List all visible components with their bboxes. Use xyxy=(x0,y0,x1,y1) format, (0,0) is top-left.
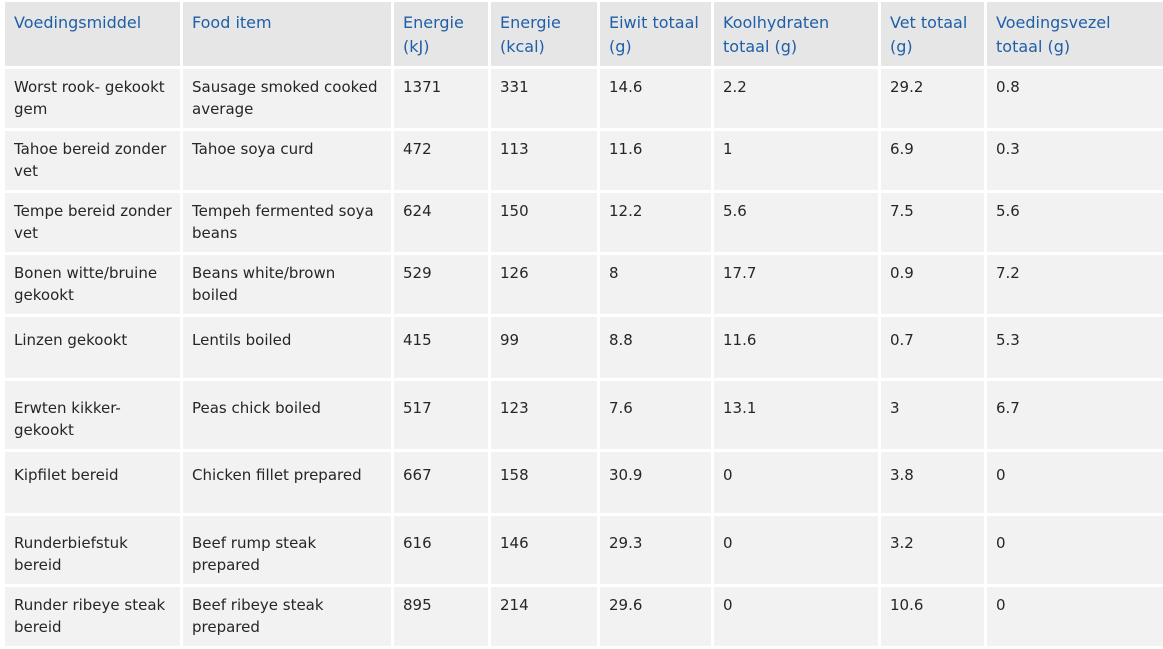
table-cell: 11.6 xyxy=(714,317,878,378)
table-row: Kipfilet bereid Chicken fillet prepared … xyxy=(5,452,1163,513)
table-cell: 3 xyxy=(881,381,984,449)
table-row: Erwten kikker- gekookt Peas chick boiled… xyxy=(5,381,1163,449)
table-cell: 616 xyxy=(394,516,488,584)
table-cell: 1 xyxy=(714,131,878,190)
header-cell-food-item: Food item xyxy=(183,2,391,66)
table-cell: Bonen witte/bruine gekookt xyxy=(5,255,180,314)
table-cell: 0.9 xyxy=(881,255,984,314)
table-cell: 7.6 xyxy=(600,381,711,449)
table-cell: 113 xyxy=(491,131,597,190)
table-cell: 29.3 xyxy=(600,516,711,584)
table-cell: Chicken fillet prepared xyxy=(183,452,391,513)
header-cell-voedingsvezel: Voedingsvezel totaal (g) xyxy=(987,2,1163,66)
table-cell: 0.7 xyxy=(881,317,984,378)
table-cell: 8.8 xyxy=(600,317,711,378)
table-cell: Runderbiefstuk bereid xyxy=(5,516,180,584)
table-cell: 5.6 xyxy=(714,193,878,252)
table-cell: 13.1 xyxy=(714,381,878,449)
table-cell: 12.2 xyxy=(600,193,711,252)
table-cell: 0 xyxy=(714,452,878,513)
table-cell: 7.5 xyxy=(881,193,984,252)
table-cell: 10.6 xyxy=(881,587,984,646)
header-cell-vet: Vet totaal (g) xyxy=(881,2,984,66)
table-cell: 331 xyxy=(491,69,597,128)
table-cell: 7.2 xyxy=(987,255,1163,314)
table-cell: 0.8 xyxy=(987,69,1163,128)
table-cell: 5.3 xyxy=(987,317,1163,378)
table-cell: 472 xyxy=(394,131,488,190)
table-cell: Worst rook- gekookt gem xyxy=(5,69,180,128)
table-cell: 14.6 xyxy=(600,69,711,128)
table-cell: 3.8 xyxy=(881,452,984,513)
table-row: Bonen witte/bruine gekookt Beans white/b… xyxy=(5,255,1163,314)
table-cell: Beef rump steak prepared xyxy=(183,516,391,584)
table-cell: 158 xyxy=(491,452,597,513)
table-cell: 1371 xyxy=(394,69,488,128)
table-cell: 0 xyxy=(714,587,878,646)
table-cell: 0.3 xyxy=(987,131,1163,190)
table-cell: 0 xyxy=(987,516,1163,584)
table-cell: Peas chick boiled xyxy=(183,381,391,449)
table-cell: 624 xyxy=(394,193,488,252)
table-cell: 30.9 xyxy=(600,452,711,513)
table-cell: Beans white/brown boiled xyxy=(183,255,391,314)
table-cell: 17.7 xyxy=(714,255,878,314)
table-row: Linzen gekookt Lentils boiled 415 99 8.8… xyxy=(5,317,1163,378)
table-cell: 8 xyxy=(600,255,711,314)
table-cell: 895 xyxy=(394,587,488,646)
table-cell: 6.7 xyxy=(987,381,1163,449)
table-cell: 29.2 xyxy=(881,69,984,128)
table-cell: 214 xyxy=(491,587,597,646)
table-cell: Tahoe soya curd xyxy=(183,131,391,190)
table-cell: 0 xyxy=(987,452,1163,513)
header-cell-eiwit: Eiwit totaal (g) xyxy=(600,2,711,66)
table-cell: Kipfilet bereid xyxy=(5,452,180,513)
table-cell: 667 xyxy=(394,452,488,513)
table-cell: 29.6 xyxy=(600,587,711,646)
header-cell-koolhydraten: Koolhydraten totaal (g) xyxy=(714,2,878,66)
header-cell-voedingsmiddel: Voedingsmiddel xyxy=(5,2,180,66)
header-cell-energie-kcal: Energie (kcal) xyxy=(491,2,597,66)
table-cell: 99 xyxy=(491,317,597,378)
table-cell: Tahoe bereid zonder vet xyxy=(5,131,180,190)
table-header: Voedingsmiddel Food item Energie (kJ) En… xyxy=(5,2,1163,66)
table-cell: 146 xyxy=(491,516,597,584)
table-cell: Erwten kikker- gekookt xyxy=(5,381,180,449)
table-body: Worst rook- gekookt gem Sausage smoked c… xyxy=(5,69,1163,646)
header-row: Voedingsmiddel Food item Energie (kJ) En… xyxy=(5,2,1163,66)
table-cell: 126 xyxy=(491,255,597,314)
header-cell-energie-kj: Energie (kJ) xyxy=(394,2,488,66)
table-cell: 529 xyxy=(394,255,488,314)
table-row: Runder ribeye steak bereid Beef ribeye s… xyxy=(5,587,1163,646)
table-row: Tahoe bereid zonder vet Tahoe soya curd … xyxy=(5,131,1163,190)
table-cell: Tempe bereid zonder vet xyxy=(5,193,180,252)
table-cell: 517 xyxy=(394,381,488,449)
table-cell: Lentils boiled xyxy=(183,317,391,378)
table-cell: Sausage smoked cooked average xyxy=(183,69,391,128)
table-cell: Beef ribeye steak prepared xyxy=(183,587,391,646)
table-row: Runderbiefstuk bereid Beef rump steak pr… xyxy=(5,516,1163,584)
table-row: Worst rook- gekookt gem Sausage smoked c… xyxy=(5,69,1163,128)
table-row: Tempe bereid zonder vet Tempeh fermented… xyxy=(5,193,1163,252)
table-cell: 415 xyxy=(394,317,488,378)
table-cell: Runder ribeye steak bereid xyxy=(5,587,180,646)
table-cell: 123 xyxy=(491,381,597,449)
table-cell: 150 xyxy=(491,193,597,252)
table-cell: 6.9 xyxy=(881,131,984,190)
table-cell: 0 xyxy=(714,516,878,584)
table-cell: 11.6 xyxy=(600,131,711,190)
table-cell: 2.2 xyxy=(714,69,878,128)
table-cell: Tempeh fermented soya beans xyxy=(183,193,391,252)
table-cell: 5.6 xyxy=(987,193,1163,252)
table-cell: 3.2 xyxy=(881,516,984,584)
table-cell: 0 xyxy=(987,587,1163,646)
table-cell: Linzen gekookt xyxy=(5,317,180,378)
